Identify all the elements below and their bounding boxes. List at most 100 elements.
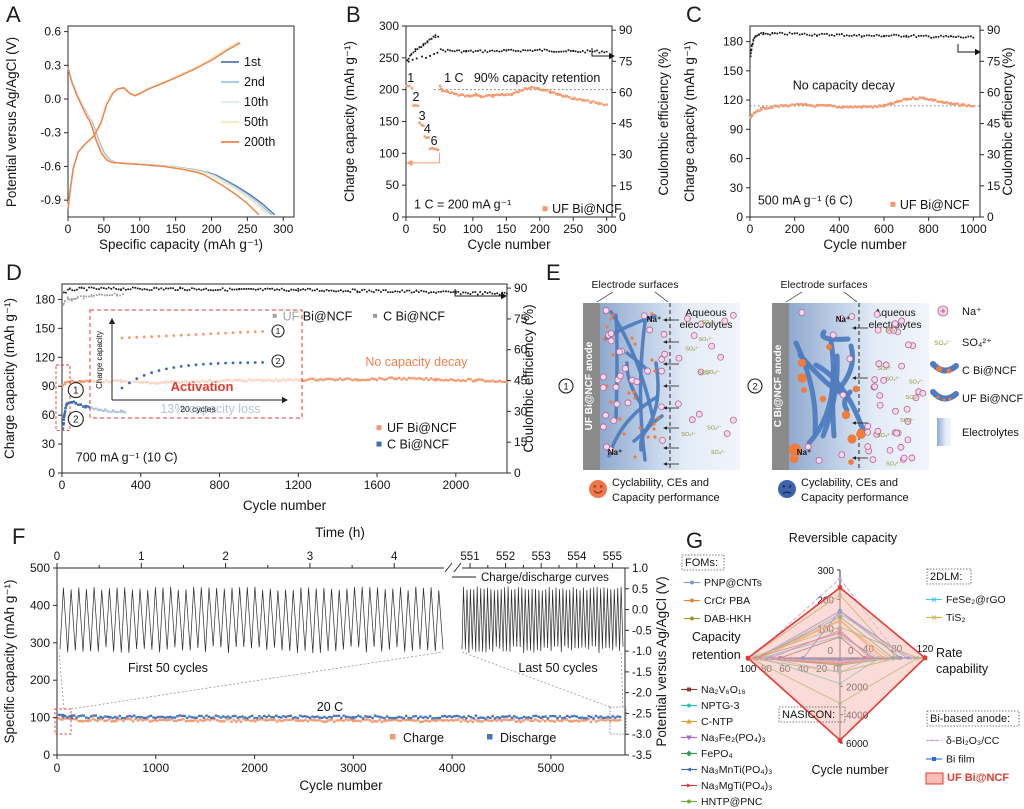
- svg-text:Cyclability, CEs and: Cyclability, CEs and: [801, 477, 898, 489]
- svg-text:2nd: 2nd: [244, 75, 265, 89]
- svg-text:FeSe₂@rGO: FeSe₂@rGO: [946, 594, 1006, 606]
- svg-text:250: 250: [379, 51, 399, 65]
- svg-text:SO₄²⁻: SO₄²⁻: [681, 432, 696, 438]
- svg-text:300: 300: [273, 222, 293, 236]
- svg-text:SO₄²⁻: SO₄²⁻: [707, 425, 722, 431]
- electrode-surfaces-label: Electrode surfaces: [781, 279, 868, 291]
- svg-text:Charge capacity (mAh g⁻¹): Charge capacity (mAh g⁻¹): [342, 41, 357, 202]
- panel-b: B 0 50 100 150 200 250 300 0 50 100 150 200 250 300 0 15…: [340, 0, 680, 258]
- svg-text:Charge capacity: Charge capacity: [95, 331, 104, 389]
- panel-f-label: F: [12, 524, 26, 549]
- svg-text:Coulombic efficiency (%): Coulombic efficiency (%): [521, 304, 536, 452]
- electrode-surfaces-label: Electrode surfaces: [592, 279, 679, 291]
- svg-text:6: 6: [431, 134, 438, 148]
- svg-text:0: 0: [65, 222, 72, 236]
- svg-text:Cycle number: Cycle number: [299, 778, 383, 793]
- electrolyte-gradient-icon-label: Electrolytes: [962, 427, 1019, 439]
- svg-text:0: 0: [619, 210, 626, 224]
- svg-text:Na⁺: Na⁺: [608, 448, 622, 457]
- svg-text:180: 180: [723, 35, 743, 49]
- anode-label: UF Bi@NCF anode: [584, 341, 595, 430]
- svg-text:DAB-HKH: DAB-HKH: [704, 613, 751, 625]
- uf-bincf-fiber-icon-label: UF Bi@NCF: [962, 393, 1024, 405]
- svg-text:SO₄²⁻: SO₄²⁻: [877, 433, 892, 439]
- svg-text:Specific capacity (mAh g⁻¹): Specific capacity (mAh g⁻¹): [2, 580, 17, 744]
- svg-text:600: 600: [874, 222, 894, 236]
- svg-text:UF Bi@NCF: UF Bi@NCF: [552, 202, 622, 216]
- svg-text:10th: 10th: [244, 95, 268, 109]
- svg-text:2: 2: [276, 356, 281, 366]
- svg-text:SO₄²⁻: SO₄²⁻: [885, 328, 900, 334]
- svg-text:60: 60: [514, 343, 528, 357]
- svg-text:δ-Bi₂O₃/CC: δ-Bi₂O₃/CC: [946, 735, 1000, 747]
- panel-d-label: D: [6, 260, 22, 285]
- svg-text:120: 120: [35, 350, 55, 364]
- svg-text:60: 60: [42, 408, 56, 422]
- svg-text:Cyclability, CEs and: Cyclability, CEs and: [612, 477, 709, 489]
- svg-text:50: 50: [433, 222, 447, 236]
- svg-text:4000: 4000: [439, 761, 466, 775]
- panel-a: A 0 50 100 150 200 250 300 0.6 0.3 0.0 -0.3 -0.6 -0.9…: [0, 0, 340, 258]
- svg-text:1600: 1600: [364, 478, 391, 492]
- svg-text:1000: 1000: [960, 222, 987, 236]
- svg-text:45: 45: [619, 117, 633, 131]
- svg-text:20 C: 20 C: [317, 700, 343, 714]
- voltage-profile-chart: 0 50 100 150 200 250 300 0.6 0.3 0.0 -0.3 -0.6 -0.9 S…: [4, 25, 295, 252]
- svg-text:200th: 200th: [244, 135, 275, 149]
- svg-text:SO₄²⁻: SO₄²⁻: [698, 371, 713, 377]
- svg-text:15: 15: [514, 435, 528, 449]
- svg-text:4: 4: [424, 122, 431, 136]
- svg-text:SO₄²⁻: SO₄²⁻: [701, 320, 716, 326]
- svg-text:554: 554: [567, 551, 587, 563]
- svg-text:20 cycles: 20 cycles: [180, 404, 215, 414]
- svg-text:Charge capacity (mAh g⁻¹): Charge capacity (mAh g⁻¹): [682, 41, 697, 202]
- svg-text:0: 0: [392, 210, 399, 224]
- long-cycling-chart: 0 200 400 600 800 100003060901201501800153045…: [682, 23, 1015, 252]
- svg-text:4: 4: [391, 551, 398, 563]
- svg-text:1: 1: [276, 326, 281, 336]
- svg-text:0: 0: [54, 551, 60, 563]
- svg-text:800: 800: [210, 478, 230, 492]
- svg-text:UF Bi@NCF: UF Bi@NCF: [947, 772, 1009, 784]
- svg-text:-1.0: -1.0: [632, 646, 652, 658]
- svg-text:300: 300: [30, 636, 50, 650]
- svg-text:60: 60: [619, 85, 633, 99]
- svg-text:3000: 3000: [340, 761, 367, 775]
- svg-text:Activation: Activation: [171, 379, 234, 394]
- svg-text:SO₄²⁻: SO₄²⁻: [909, 379, 924, 385]
- svg-text:0: 0: [736, 210, 743, 224]
- svg-text:1200: 1200: [285, 478, 312, 492]
- svg-text:FePO₄: FePO₄: [701, 748, 733, 760]
- svg-text:0: 0: [59, 478, 66, 492]
- svg-text:PNP@CNTs: PNP@CNTs: [704, 577, 762, 589]
- svg-text:-0.9: -0.9: [40, 193, 61, 207]
- svg-text:90: 90: [730, 122, 744, 136]
- svg-text:0.0: 0.0: [44, 92, 61, 106]
- svg-text:150: 150: [496, 222, 516, 236]
- svg-text:HNTP@PNC: HNTP@PNC: [701, 796, 763, 808]
- svg-text:1000: 1000: [142, 761, 169, 775]
- rate-cycling-chart: 0 50 100 150 200 250 3000501001502002503000153…: [342, 19, 671, 252]
- svg-text:400: 400: [30, 598, 50, 612]
- svg-text:200: 200: [30, 673, 50, 687]
- svg-text:Potential versus Ag/AgCl (V): Potential versus Ag/AgCl (V): [654, 576, 669, 746]
- svg-text:C Bi@NCF: C Bi@NCF: [383, 309, 445, 323]
- radar-comparison-chart: 1002003004080120200040006000100806040200…: [681, 531, 1020, 808]
- svg-text:SO₄²⁻: SO₄²⁻: [900, 418, 915, 424]
- svg-text:1st: 1st: [244, 55, 261, 69]
- sulfate-icon-label: SO₄²⁺: [962, 337, 992, 349]
- svg-text:0: 0: [747, 222, 754, 236]
- svg-text:0: 0: [43, 748, 50, 762]
- svg-text:60: 60: [987, 85, 1001, 99]
- svg-text:retention: retention: [692, 648, 741, 662]
- svg-text:200: 200: [379, 83, 399, 97]
- svg-text:SO₄²⁻: SO₄²⁻: [885, 376, 900, 382]
- svg-text:30: 30: [619, 148, 633, 162]
- svg-text:551: 551: [460, 551, 479, 563]
- svg-text:552: 552: [496, 551, 515, 563]
- svg-text:NPTG-3: NPTG-3: [701, 700, 740, 712]
- svg-text:120: 120: [917, 644, 934, 655]
- svg-text:150: 150: [723, 64, 743, 78]
